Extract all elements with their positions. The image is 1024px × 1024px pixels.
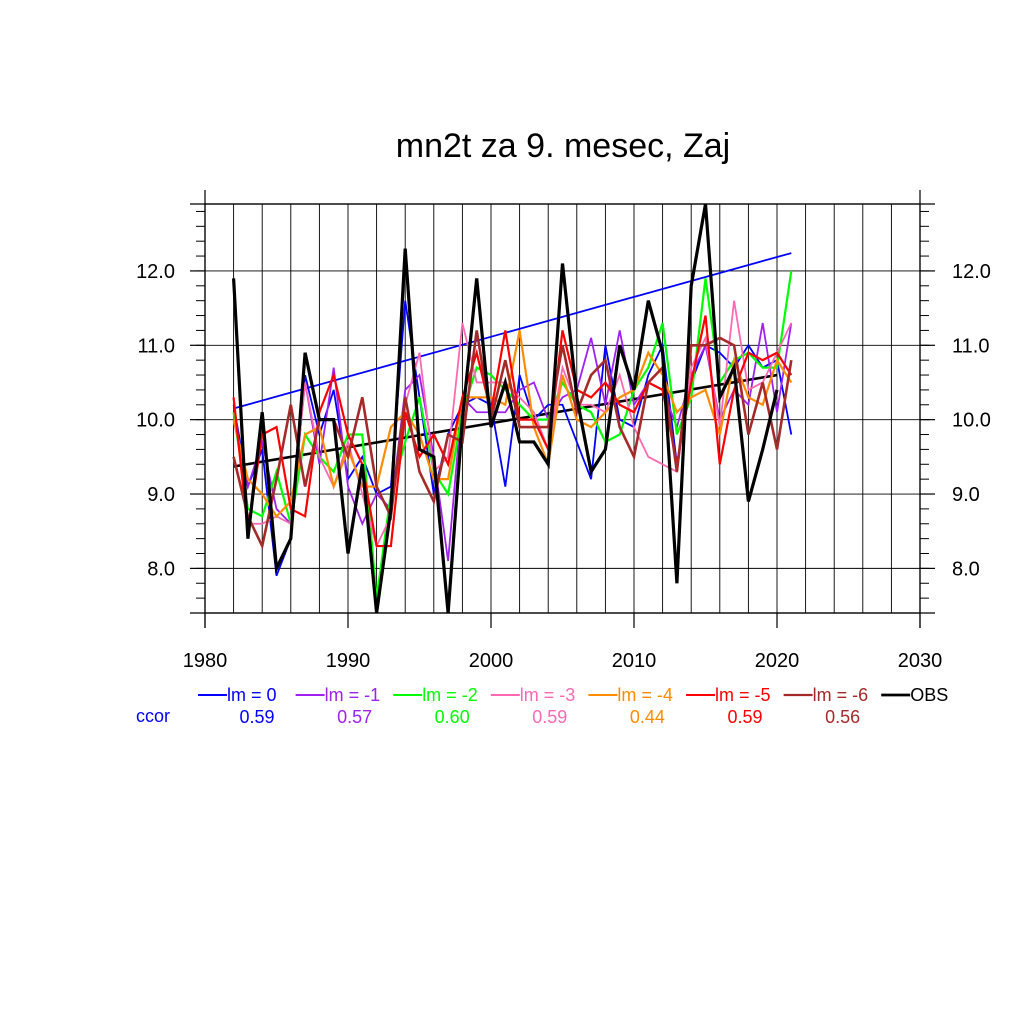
- x-tick-label: 2020: [755, 650, 800, 672]
- y-tick-label-left: 9.0: [147, 484, 175, 506]
- x-tick-label: 2030: [898, 650, 943, 672]
- legend-label: lm = -5: [715, 685, 771, 705]
- y-tick-label-left: 12.0: [136, 261, 175, 283]
- y-tick-label-right: 11.0: [952, 335, 989, 357]
- x-tick-label: 1990: [326, 650, 371, 672]
- series-line: [232, 203, 779, 614]
- legend-label: lm = -6: [813, 685, 869, 705]
- x-tick-label: 2010: [612, 650, 657, 672]
- y-tick-label-left: 10.0: [136, 410, 175, 432]
- y-tick-label-left: 8.0: [147, 558, 175, 580]
- y-tick-label-right: 12.0: [952, 261, 991, 283]
- ccor-value: 0.59: [239, 707, 274, 727]
- legend-label: lm = 0: [227, 685, 277, 705]
- series-line: [232, 322, 793, 562]
- chart-title: mn2t za 9. mesec, Zaj: [396, 127, 730, 165]
- series-lines: [232, 203, 793, 614]
- trend-line: [233, 252, 792, 410]
- ccor-value: 0.56: [825, 707, 860, 727]
- legend-label: lm = -2: [422, 685, 478, 705]
- ccor-value: 0.44: [630, 707, 665, 727]
- legend-label: OBS: [910, 685, 948, 705]
- ccor-value: 0.59: [532, 707, 567, 727]
- x-tick-label: 1980: [183, 650, 228, 672]
- ccor-label: ccor: [136, 706, 170, 726]
- x-tick-label: 2000: [469, 650, 514, 672]
- y-tick-label-right: 9.0: [952, 484, 980, 506]
- ccor-value: 0.57: [337, 707, 372, 727]
- axes: 8.0 8.0 9.0 9.0 10.0 10.0 11.0 11.0 12.0 12.0 1980…: [136, 190, 991, 672]
- y-tick-label-left: 11.0: [138, 335, 175, 357]
- y-tick-label-right: 10.0: [952, 410, 991, 432]
- ccor-value: 0.59: [727, 707, 762, 727]
- series-line: [232, 315, 793, 548]
- legend-label: lm = -3: [520, 685, 576, 705]
- y-tick-label-right: 8.0: [952, 558, 980, 580]
- series-line: [232, 330, 793, 519]
- legend-label: lm = -4: [617, 685, 673, 705]
- ccor-value: 0.60: [435, 707, 470, 727]
- legend-label: lm = -1: [325, 685, 381, 705]
